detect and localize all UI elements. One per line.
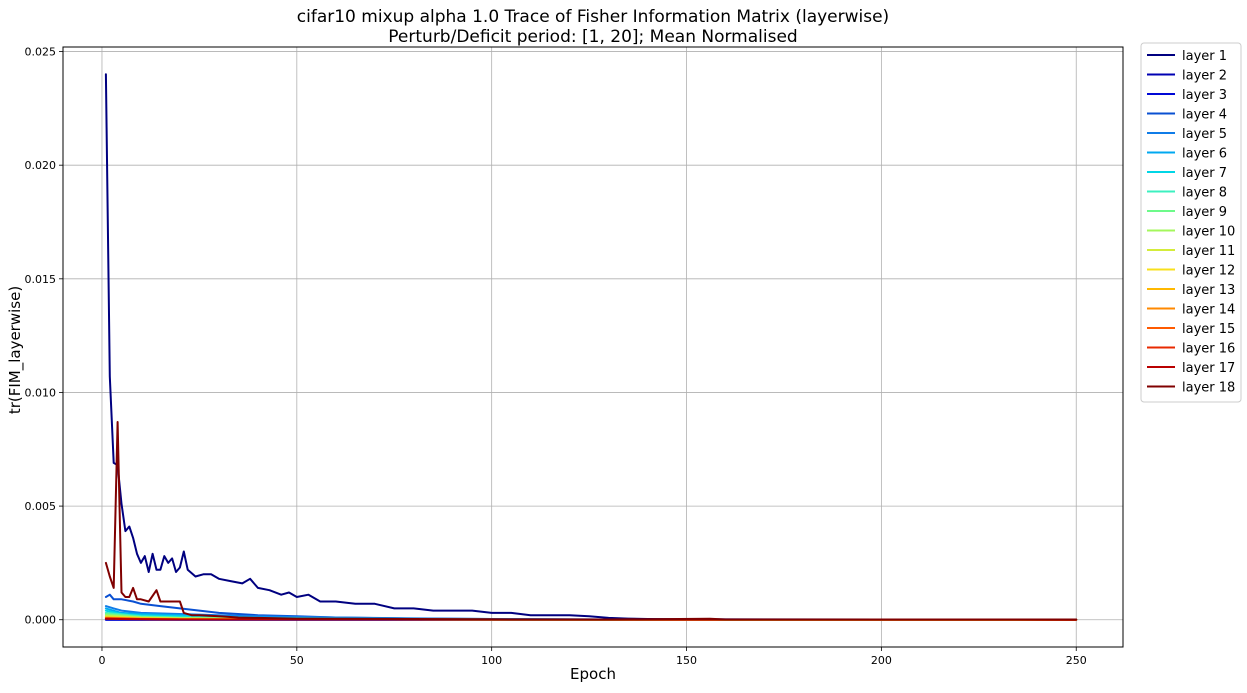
x-tick-label: 0 [98,654,105,667]
legend-entry-label: layer 10 [1182,225,1235,240]
legend-entry-label: layer 1 [1182,49,1227,64]
y-tick-label: 0.010 [25,386,57,399]
chart-title: cifar10 mixup alpha 1.0 Trace of Fisher … [297,7,889,27]
series-lines [104,73,1078,621]
chart-subtitle: Perturb/Deficit period: [1, 20]; Mean No… [388,27,797,47]
x-tick-label: 200 [871,654,892,667]
series-line-layer-1 [104,73,1078,621]
series-line-layer-18 [104,421,1078,621]
legend-entry-label: layer 16 [1182,342,1235,357]
legend-entry-label: layer 3 [1182,88,1227,103]
y-tick-label: 0.000 [25,614,57,627]
legend-entry-label: layer 2 [1182,69,1227,84]
legend-entry-label: layer 11 [1182,244,1235,259]
legend-entry-label: layer 7 [1182,166,1227,181]
x-tick-label: 50 [290,654,304,667]
legend-entry-label: layer 14 [1182,303,1235,318]
legend-entry-label: layer 17 [1182,361,1235,376]
y-tick-label: 0.015 [25,273,57,286]
legend-entry-label: layer 6 [1182,147,1227,162]
axis-ticks: 0 50 100 150 200 250 0.000 0.005 0.010 0.015 0.020… [25,46,1087,667]
legend-entry-label: layer 15 [1182,322,1235,337]
y-tick-label: 0.020 [25,159,57,172]
legend-entry-label: layer 18 [1182,381,1235,396]
y-tick-label: 0.025 [25,46,57,59]
x-tick-label: 250 [1066,654,1087,667]
legend: layer 1 layer 2 layer 3 layer 4 layer 5 layer… [1140,42,1242,403]
legend-entry-label: layer 8 [1182,186,1227,201]
legend-entry-label: layer 4 [1182,108,1227,123]
x-tick-label: 150 [676,654,697,667]
legend-entry-label: layer 9 [1182,205,1227,220]
y-tick-label: 0.005 [25,500,57,513]
x-tick-label: 100 [481,654,502,667]
legend-entry-label: layer 13 [1182,283,1235,298]
y-axis-label: tr(FIM_layerwise) [6,286,25,414]
legend-entry-label: layer 5 [1182,127,1227,142]
plot-area-frame [62,46,1124,648]
x-axis-label: Epoch [570,665,616,683]
legend-entry-label: layer 12 [1182,264,1235,279]
